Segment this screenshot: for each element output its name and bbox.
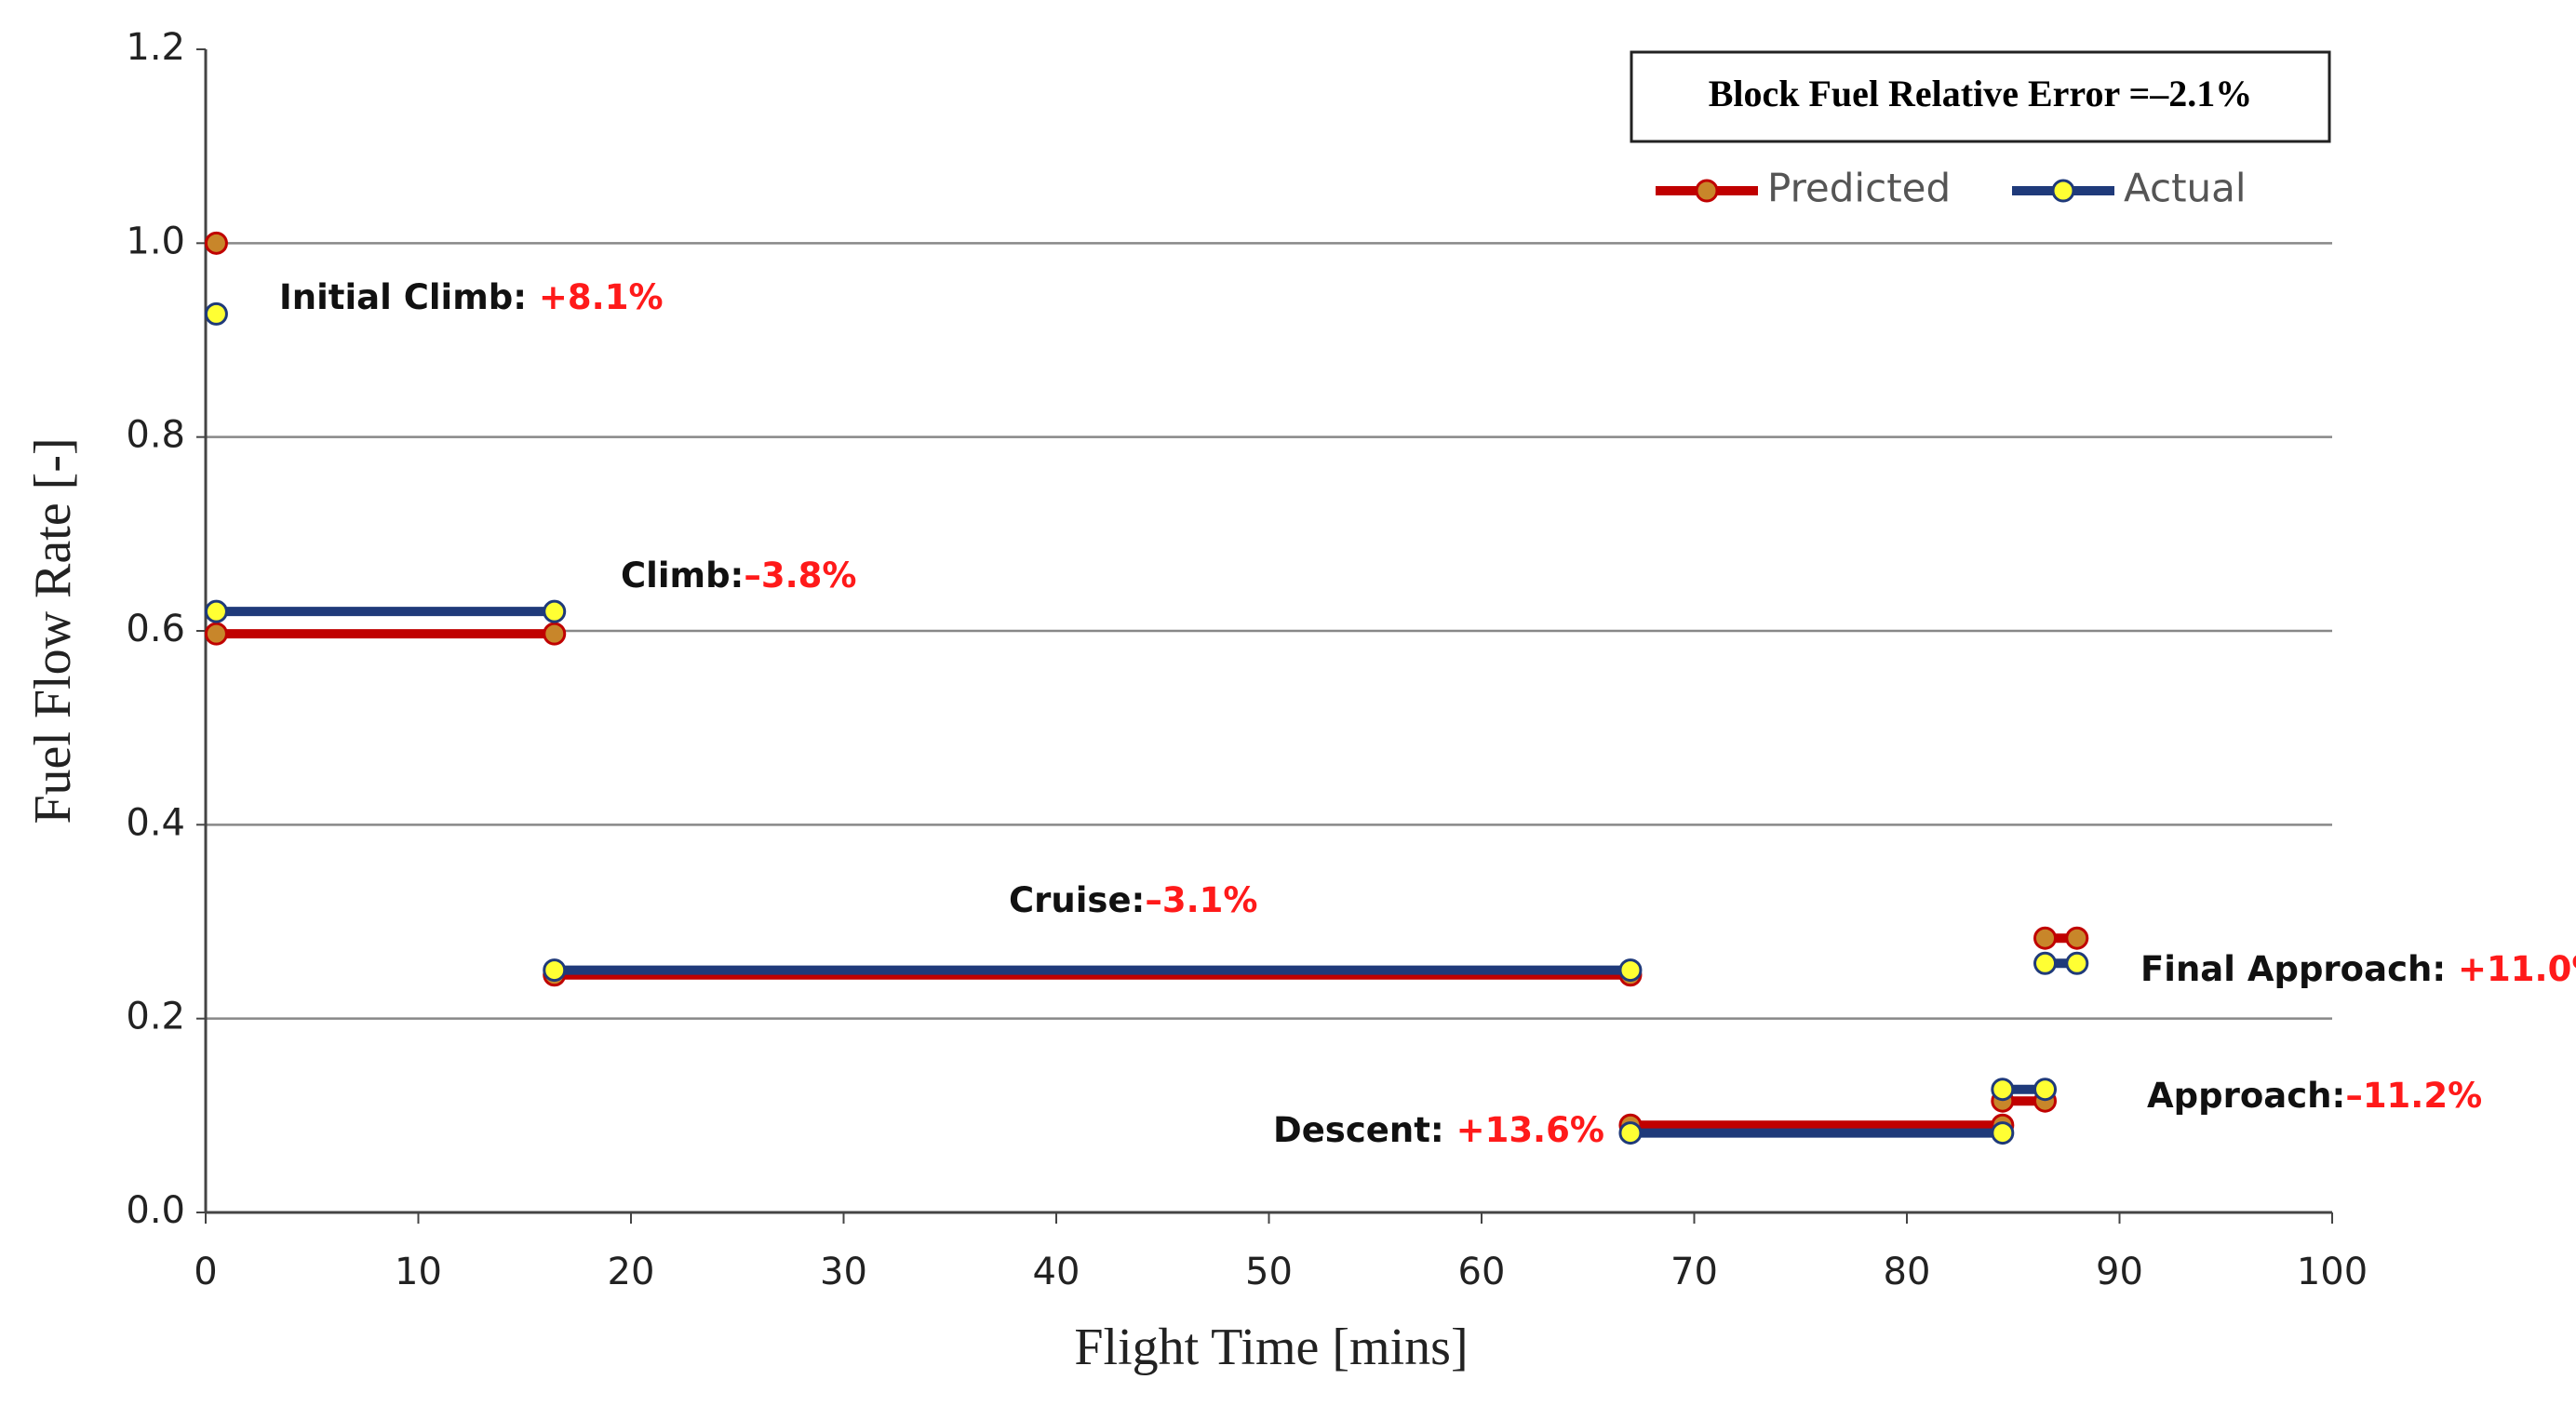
annotation-label: Initial Climb: bbox=[279, 277, 527, 317]
marker bbox=[204, 231, 228, 255]
annotation-label: Climb: bbox=[621, 556, 744, 596]
annotation-value: +11.0% bbox=[2446, 949, 2576, 989]
y-tick-label: 0.4 bbox=[126, 801, 185, 844]
marker bbox=[204, 599, 228, 623]
marker bbox=[204, 622, 228, 646]
x-tick-label: 50 bbox=[1245, 1251, 1293, 1293]
x-tick-label: 40 bbox=[1033, 1251, 1080, 1293]
legend-marker bbox=[2051, 179, 2075, 203]
annotation: Climb:–3.8% bbox=[621, 556, 856, 596]
y-tick-label: 1.0 bbox=[126, 220, 185, 262]
x-tick-label: 20 bbox=[608, 1251, 655, 1293]
x-tick-label: 0 bbox=[194, 1251, 217, 1293]
marker bbox=[1991, 1121, 2015, 1145]
y-axis-title: Fuel Flow Rate [-] bbox=[24, 437, 82, 824]
marker bbox=[1991, 1078, 2015, 1102]
annotation: Final Approach: +11.0% bbox=[2140, 949, 2576, 989]
annotation-label: Descent: bbox=[1273, 1110, 1444, 1150]
x-tick-label: 100 bbox=[2297, 1251, 2368, 1293]
annotation-value: +8.1% bbox=[527, 277, 664, 317]
marker bbox=[2065, 926, 2089, 950]
y-tick-label: 0.0 bbox=[126, 1189, 185, 1232]
box bbox=[1630, 50, 2331, 143]
annotation: Approach:–11.2% bbox=[2147, 1076, 2482, 1116]
legend-label: Predicted bbox=[1767, 166, 1951, 211]
marker bbox=[543, 622, 567, 646]
x-tick-label: 30 bbox=[820, 1251, 867, 1293]
annotation-label: Cruise: bbox=[1009, 880, 1145, 920]
x-tick-label: 80 bbox=[1884, 1251, 1931, 1293]
marker bbox=[2033, 926, 2058, 950]
legend-label: Actual bbox=[2124, 166, 2247, 211]
y-tick-label: 0.8 bbox=[126, 414, 185, 457]
legend-marker bbox=[1695, 179, 1719, 203]
annotation-value: –3.1% bbox=[1145, 880, 1257, 920]
x-axis-title: Flight Time [mins] bbox=[1074, 1319, 1468, 1376]
box-text: Block Fuel Relative Error =–2.1% bbox=[1709, 73, 2253, 114]
annotation-label: Approach: bbox=[2147, 1076, 2345, 1116]
annotation-label: Final Approach: bbox=[2140, 949, 2446, 989]
annotation: Cruise:–3.1% bbox=[1009, 880, 1257, 920]
series-line bbox=[216, 629, 2077, 1131]
annotation-value: –3.8% bbox=[744, 556, 856, 596]
x-tick-label: 10 bbox=[395, 1251, 442, 1293]
annotation-value: +13.6% bbox=[1444, 1110, 1604, 1150]
marker bbox=[1618, 958, 1643, 983]
marker bbox=[543, 599, 567, 623]
x-tick-label: 60 bbox=[1458, 1251, 1506, 1293]
x-tick-label: 90 bbox=[2096, 1251, 2143, 1293]
marker bbox=[2065, 951, 2089, 975]
x-tick-label: 70 bbox=[1670, 1251, 1718, 1293]
marker bbox=[2033, 951, 2058, 975]
series-line bbox=[216, 607, 2077, 1138]
annotation: Descent: +13.6% bbox=[1273, 1110, 1604, 1150]
marker bbox=[2033, 1078, 2058, 1102]
marker bbox=[1618, 1121, 1643, 1145]
y-tick-label: 0.2 bbox=[126, 996, 185, 1038]
y-tick-label: 0.6 bbox=[126, 608, 185, 650]
annotation: Initial Climb: +8.1% bbox=[279, 277, 664, 317]
marker bbox=[204, 301, 228, 326]
annotation-value: –11.2% bbox=[2345, 1076, 2482, 1116]
marker bbox=[543, 958, 567, 983]
y-tick-label: 1.2 bbox=[126, 26, 185, 69]
